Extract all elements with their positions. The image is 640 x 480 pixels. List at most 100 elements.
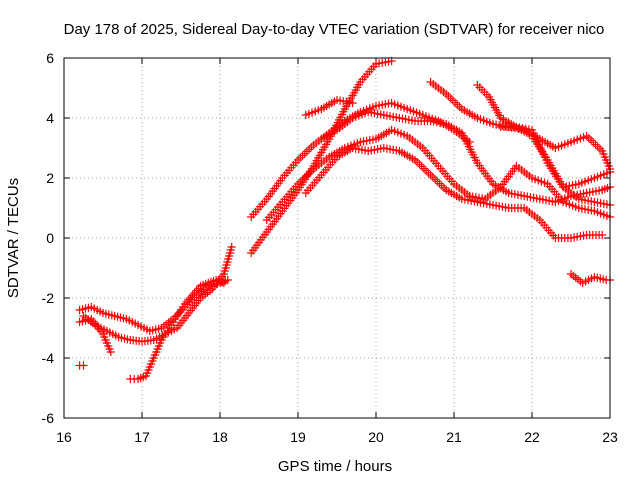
data-point (79, 361, 88, 370)
x-tick-label: 21 (446, 429, 462, 445)
data-point (226, 245, 235, 255)
data-point (314, 106, 323, 115)
x-tick-label: 20 (368, 429, 384, 445)
data-point (396, 129, 406, 138)
data-point (375, 59, 384, 68)
data-point (554, 142, 563, 151)
data-point (527, 173, 537, 183)
data-point (530, 131, 539, 141)
data-point (560, 194, 569, 203)
data-point (368, 103, 377, 112)
series-track-15 (566, 269, 615, 288)
x-tick-label: 18 (212, 429, 228, 445)
axis-ticks: 16 17 18 19 20 21 22 23 -6 -4 -2 0 2 4 6 (42, 50, 618, 445)
data-point (432, 118, 441, 127)
data-point (590, 206, 599, 216)
data-point (482, 117, 491, 126)
data-point (527, 125, 537, 135)
data-point (219, 269, 228, 279)
x-axis-label: GPS time / hours (278, 458, 392, 475)
series-track-8 (301, 95, 357, 120)
data-point (378, 58, 387, 67)
data-point (565, 200, 574, 209)
y-tick-label: 6 (46, 50, 54, 66)
data-point (150, 350, 160, 360)
data-point (598, 230, 607, 240)
data-point (562, 199, 571, 208)
data-point (574, 179, 583, 189)
data-point (354, 111, 363, 120)
data-point (141, 371, 150, 381)
data-point (105, 328, 114, 337)
data-point (495, 121, 504, 130)
data-point (353, 139, 362, 148)
data-point (301, 110, 310, 120)
data-point (599, 149, 608, 159)
data-point (393, 128, 402, 137)
data-point (539, 149, 548, 159)
data-point (540, 152, 549, 162)
data-point (311, 107, 320, 116)
data-point (339, 97, 348, 106)
data-point (415, 109, 424, 118)
y-tick-label: -4 (42, 350, 55, 366)
data-point (227, 242, 236, 252)
data-point (412, 108, 421, 117)
data-point (307, 108, 317, 117)
data-point (540, 178, 549, 187)
series-track-4 (126, 275, 228, 384)
data-point (593, 208, 602, 217)
data-point (401, 115, 410, 124)
data-point (473, 113, 482, 123)
data-point (348, 113, 357, 123)
data-point (350, 140, 359, 149)
data-point (409, 107, 418, 116)
data-point (117, 333, 126, 342)
data-point (602, 155, 611, 165)
data-point (476, 115, 485, 124)
data-point (225, 248, 235, 258)
data-point (554, 196, 563, 205)
data-point (225, 251, 234, 261)
data-point (403, 104, 412, 114)
x-tick-label: 23 (602, 429, 618, 445)
data-point (593, 273, 602, 282)
data-point (557, 195, 566, 204)
data-point (136, 322, 146, 331)
data-point (596, 209, 605, 218)
data-point (387, 125, 396, 135)
data-point (406, 106, 415, 115)
data-point (143, 368, 152, 378)
data-point (387, 98, 396, 108)
data-point (348, 98, 357, 108)
data-point (599, 210, 608, 219)
data-point (381, 58, 390, 67)
data-point (542, 155, 551, 165)
data-point (152, 347, 161, 357)
data-point (537, 177, 546, 186)
y-tick-label: 4 (46, 110, 54, 126)
data-point (604, 161, 613, 171)
data-point (223, 275, 232, 285)
data-point (90, 304, 99, 313)
data-point (390, 127, 399, 136)
data-point (577, 178, 586, 187)
chart-title: Day 178 of 2025, Sidereal Day-to-day VTE… (64, 21, 605, 38)
data-point (106, 347, 115, 357)
data-point (599, 170, 608, 179)
data-point (571, 202, 580, 211)
data-point (221, 263, 230, 273)
data-point (593, 172, 602, 181)
data-point (584, 176, 593, 185)
data-point (98, 329, 108, 339)
data-point (100, 332, 109, 342)
plot-frame (63, 57, 611, 419)
data-point (400, 103, 409, 112)
data-point (531, 175, 540, 184)
data-point (536, 143, 545, 153)
series-track-14 (496, 122, 615, 210)
data-point (600, 152, 609, 162)
x-tick-label: 16 (56, 429, 72, 445)
series-track-12 (426, 77, 615, 174)
